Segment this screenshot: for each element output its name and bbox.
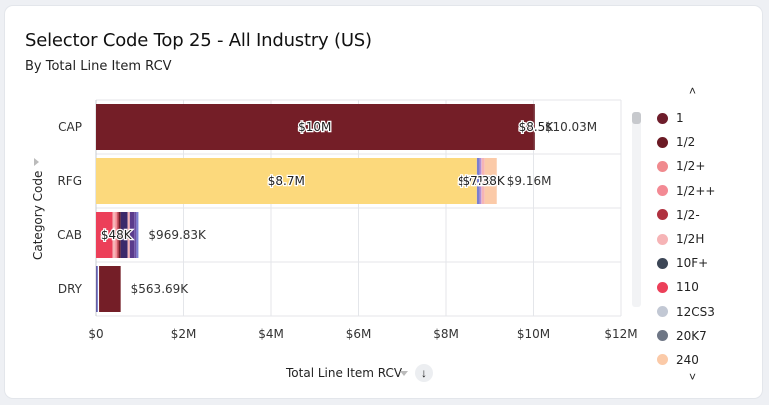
legend-item[interactable]: 20K7 [657,324,715,348]
category-label: DRY [58,282,83,296]
y-axis-title: Category Code [31,170,45,260]
bar-segment [127,212,130,258]
y-axis-caret-icon[interactable] [34,158,39,166]
legend-swatch [657,330,668,342]
legend-item[interactable]: 1/2- [657,203,715,227]
legend-scrollbar[interactable] [632,112,641,307]
bar-total-label: $563.69K [131,282,190,296]
legend: 1 1/2 1/2+ 1/2++ 1/2- 1/2H 10F+ 110 12CS3 20K7 240 [657,106,715,372]
x-axis-caret-icon[interactable] [400,371,408,376]
legend-item[interactable]: 240 [657,348,715,372]
legend-scroll-up-icon[interactable]: ˄ [689,84,697,98]
legend-swatch [657,281,668,293]
bar-segment [476,158,480,204]
bar-segment-label: $48K [101,228,133,242]
bar-total-label: $969.83K [148,228,207,242]
bar-segment-label: $8.7M [268,174,305,188]
legend-label: 240 [676,352,699,367]
x-tick-label: $6M [346,327,372,341]
category-label: CAP [58,120,82,134]
legend-swatch [657,257,668,269]
bar-segment [97,266,100,312]
bar-segment [479,158,482,204]
bar-segment [96,266,98,312]
x-tick-label: $2M [171,327,197,341]
legend-scrollbar-thumb[interactable] [632,112,641,124]
bar-segment [112,212,116,258]
legend-label: 1/2++ [676,183,716,198]
legend-item[interactable]: 1/2++ [657,179,715,203]
legend-swatch [657,209,668,221]
arrow-down-icon: ↓ [421,366,427,380]
x-tick-label: $12M [604,327,637,341]
bar-segment [134,212,137,258]
bar-segment [96,266,97,312]
bar-segment [484,158,497,204]
legend-label: 20K7 [676,328,707,343]
bar-segment [115,212,118,258]
legend-scroll-down-icon[interactable]: ˅ [689,370,697,384]
legend-item[interactable]: 10F+ [657,251,715,275]
chart-title: Selector Code Top 25 - All Industry (US) [25,30,372,51]
x-tick-label: $4M [258,327,284,341]
chart-subtitle: By Total Line Item RCV [25,59,172,74]
bar-segment [117,212,119,258]
legend-label: 110 [676,280,699,295]
category-label: RFG [57,174,82,188]
legend-label: 1/2H [676,232,705,247]
legend-swatch [657,185,668,197]
legend-item[interactable]: 1 [657,106,715,130]
x-axis-title: Total Line Item RCV [286,366,403,380]
legend-label: 1/2- [676,207,700,222]
bar-segment [481,158,485,204]
legend-item[interactable]: 12CS3 [657,300,715,324]
bar-total-label: $10.03M [545,120,597,134]
sort-descending-button[interactable]: ↓ [415,364,433,382]
bar-total-label: $9.16M [507,174,552,188]
bar-segment [118,212,121,258]
legend-item[interactable]: 110 [657,275,715,299]
bar-segment-label: $10M [298,120,331,134]
legend-label: 1 [676,111,684,126]
bar-segment [96,158,477,204]
bar-segment [99,266,121,312]
bar-segment [96,104,534,150]
legend-swatch [657,112,668,124]
bar-segment-label: $8.5K [519,120,555,134]
x-tick-label: $8M [433,327,459,341]
legend-item[interactable]: 1/2 [657,130,715,154]
legend-swatch [657,306,668,318]
bar-segment [129,212,135,258]
legend-label: 1/2 [676,135,696,150]
category-label: CAB [57,228,82,242]
x-tick-label: $10M [517,327,550,341]
legend-label: 10F+ [676,256,709,271]
x-tick-label: $0 [88,327,103,341]
legend-label: 1/2+ [676,159,706,174]
legend-swatch [657,354,668,366]
legend-item[interactable]: 1/2+ [657,154,715,178]
bar-segment-label: $7.12K [458,174,501,188]
bar-segment [96,212,113,258]
bar-segment [120,212,128,258]
legend-label: 12CS3 [676,304,715,319]
bar-segment-label: $7.38K [463,174,506,188]
bar-segment [533,104,535,150]
legend-item[interactable]: 1/2H [657,227,715,251]
bar-segment [136,212,139,258]
legend-swatch [657,160,668,172]
legend-swatch [657,233,668,245]
legend-swatch [657,136,668,148]
